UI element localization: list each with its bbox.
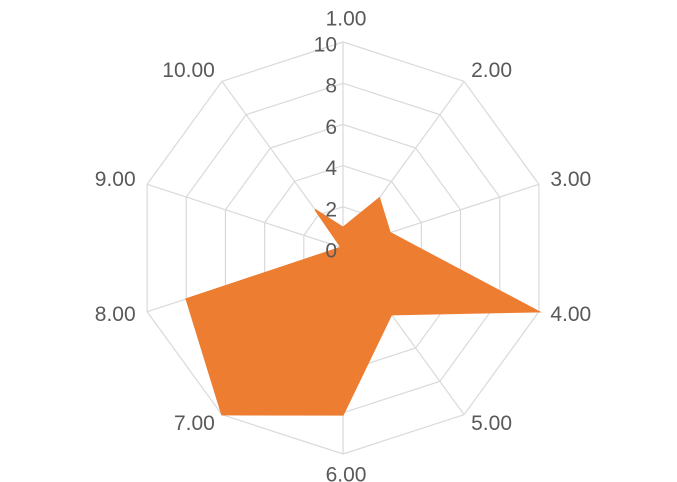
spoke-9 — [146, 183, 344, 249]
series-area-1 — [185, 196, 542, 416]
category-label-5: 5.00 — [471, 412, 512, 435]
category-label-7: 7.00 — [174, 412, 215, 435]
tick-label-4: 4 — [325, 157, 337, 180]
category-label-4: 4.00 — [550, 303, 591, 326]
category-label-3: 3.00 — [550, 168, 591, 191]
category-label-8: 8.00 — [95, 303, 136, 326]
category-label-1: 1.00 — [326, 8, 367, 31]
tick-label-6: 6 — [325, 116, 337, 139]
radial-axis-ticks: 0 2 4 6 8 10 — [314, 34, 338, 263]
tick-label-10: 10 — [314, 34, 337, 57]
tick-label-0: 0 — [325, 240, 337, 263]
category-label-6: 6.00 — [326, 464, 367, 482]
category-label-2: 2.00 — [471, 59, 512, 82]
tick-label-8: 8 — [325, 75, 337, 98]
category-label-9: 9.00 — [95, 168, 136, 191]
category-labels: 1.00 2.00 3.00 4.00 5.00 6.00 7.00 8.00 9.00 10.0… — [95, 8, 591, 482]
category-label-10: 10.00 — [162, 59, 215, 82]
tick-label-2: 2 — [325, 198, 337, 221]
radar-series-layer — [185, 196, 542, 416]
